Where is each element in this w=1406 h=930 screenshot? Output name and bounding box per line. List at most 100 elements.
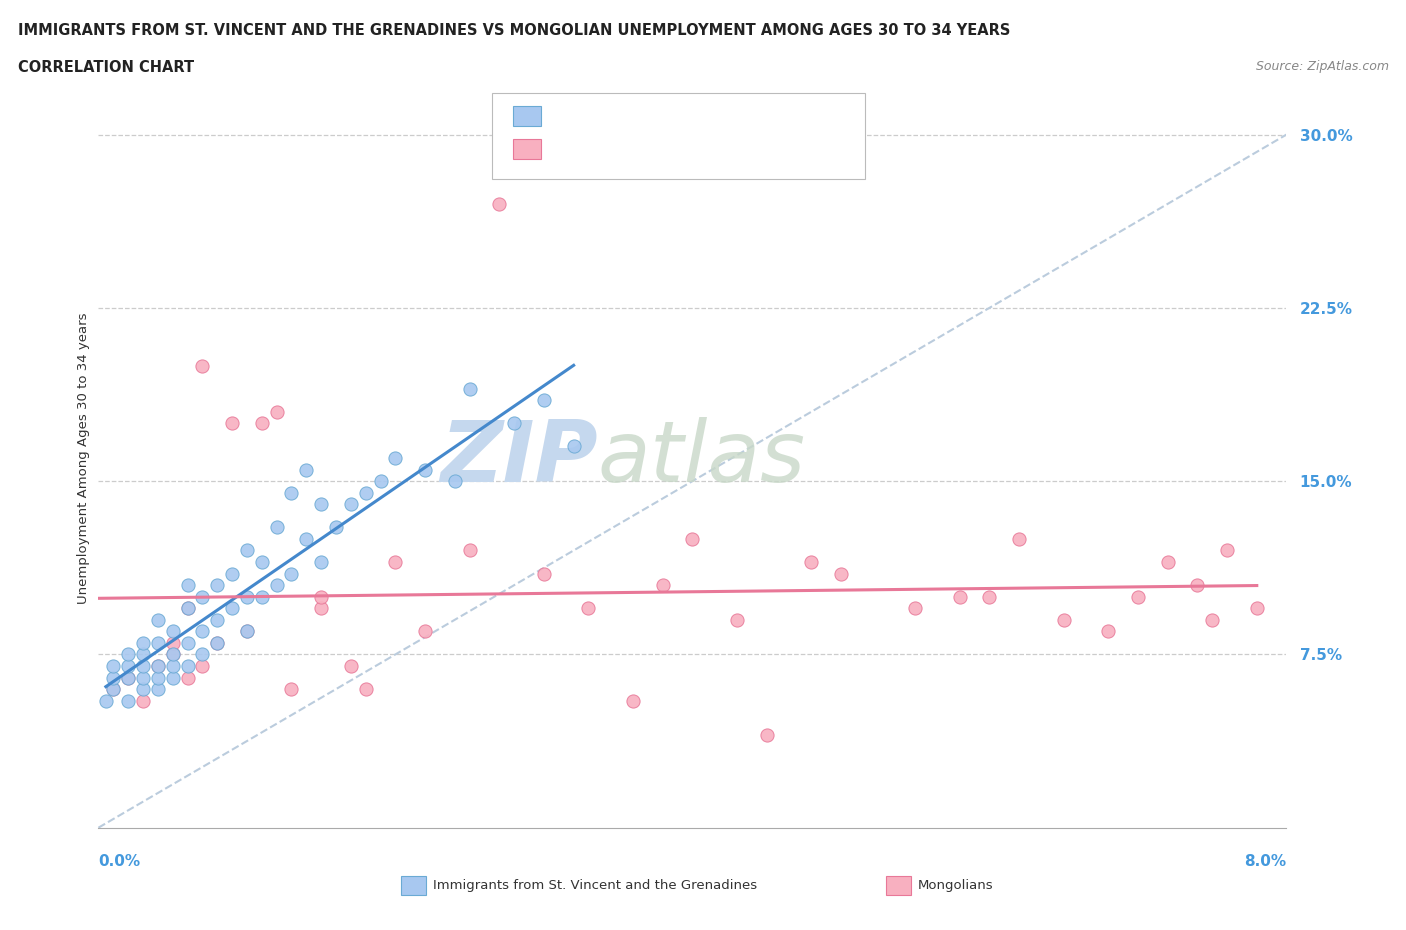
Point bbox=[444, 473, 467, 488]
Point bbox=[162, 647, 184, 662]
Point bbox=[117, 671, 139, 685]
Point bbox=[533, 392, 555, 407]
Point bbox=[266, 578, 288, 592]
Point bbox=[1246, 601, 1268, 616]
Point bbox=[162, 658, 184, 673]
Point bbox=[755, 728, 778, 743]
Text: ZIP: ZIP bbox=[440, 417, 598, 499]
Point bbox=[207, 635, 229, 650]
Point bbox=[191, 358, 214, 373]
Text: 45: 45 bbox=[689, 140, 713, 158]
Point bbox=[103, 658, 125, 673]
Text: 0.478: 0.478 bbox=[586, 107, 641, 126]
Point bbox=[176, 658, 198, 673]
Point bbox=[191, 647, 214, 662]
Point bbox=[309, 554, 332, 569]
Point bbox=[309, 601, 332, 616]
Point bbox=[949, 590, 972, 604]
Point bbox=[340, 497, 363, 512]
Point bbox=[1126, 590, 1149, 604]
Point bbox=[221, 601, 243, 616]
Point bbox=[800, 554, 823, 569]
Text: Mongolians: Mongolians bbox=[918, 879, 994, 892]
Point bbox=[132, 671, 155, 685]
Point bbox=[830, 566, 852, 581]
Point bbox=[384, 451, 406, 466]
Point bbox=[1187, 578, 1209, 592]
Point bbox=[578, 601, 600, 616]
Point bbox=[236, 543, 259, 558]
Point bbox=[176, 601, 198, 616]
Point bbox=[309, 590, 332, 604]
Point bbox=[117, 693, 139, 708]
Point bbox=[309, 497, 332, 512]
Point bbox=[904, 601, 927, 616]
Text: 0.0%: 0.0% bbox=[98, 854, 141, 869]
Point bbox=[162, 671, 184, 685]
Point bbox=[295, 531, 318, 546]
Point bbox=[162, 624, 184, 639]
Point bbox=[458, 543, 481, 558]
Point bbox=[236, 624, 259, 639]
Point bbox=[117, 647, 139, 662]
Text: R =: R = bbox=[555, 107, 593, 126]
Point bbox=[132, 682, 155, 697]
Point bbox=[1053, 612, 1076, 627]
Point bbox=[191, 590, 214, 604]
Text: IMMIGRANTS FROM ST. VINCENT AND THE GRENADINES VS MONGOLIAN UNEMPLOYMENT AMONG A: IMMIGRANTS FROM ST. VINCENT AND THE GREN… bbox=[18, 23, 1011, 38]
Point bbox=[266, 405, 288, 419]
Point bbox=[562, 439, 585, 454]
Point bbox=[162, 647, 184, 662]
Text: CORRELATION CHART: CORRELATION CHART bbox=[18, 60, 194, 75]
Point bbox=[354, 485, 377, 500]
Text: N =: N = bbox=[651, 140, 700, 158]
Point bbox=[413, 462, 436, 477]
Point bbox=[236, 624, 259, 639]
Point bbox=[413, 624, 436, 639]
Point bbox=[162, 635, 184, 650]
Point bbox=[651, 578, 673, 592]
Point bbox=[191, 658, 214, 673]
Point bbox=[191, 624, 214, 639]
Point bbox=[488, 196, 510, 211]
Point bbox=[207, 578, 229, 592]
Point bbox=[117, 658, 139, 673]
Point bbox=[103, 682, 125, 697]
Point bbox=[132, 647, 155, 662]
Text: Immigrants from St. Vincent and the Grenadines: Immigrants from St. Vincent and the Gren… bbox=[433, 879, 758, 892]
Point bbox=[280, 682, 302, 697]
Point bbox=[146, 658, 169, 673]
Point bbox=[340, 658, 363, 673]
Point bbox=[132, 658, 155, 673]
Y-axis label: Unemployment Among Ages 30 to 34 years: Unemployment Among Ages 30 to 34 years bbox=[77, 312, 90, 604]
Text: atlas: atlas bbox=[598, 417, 806, 499]
Point bbox=[236, 590, 259, 604]
Point bbox=[176, 601, 198, 616]
Point bbox=[1097, 624, 1119, 639]
Point bbox=[250, 590, 273, 604]
Point bbox=[682, 531, 704, 546]
Point bbox=[94, 693, 117, 708]
Point bbox=[621, 693, 644, 708]
Text: 0.210: 0.210 bbox=[586, 140, 641, 158]
Point bbox=[370, 473, 392, 488]
Point bbox=[354, 682, 377, 697]
Point bbox=[146, 658, 169, 673]
Point bbox=[979, 590, 1001, 604]
Point bbox=[458, 381, 481, 396]
Point bbox=[176, 671, 198, 685]
Point bbox=[146, 682, 169, 697]
Point bbox=[1156, 554, 1178, 569]
Point bbox=[280, 485, 302, 500]
Point bbox=[117, 671, 139, 685]
Point bbox=[132, 693, 155, 708]
Point bbox=[725, 612, 748, 627]
Text: 58: 58 bbox=[689, 107, 713, 126]
Point bbox=[250, 554, 273, 569]
Point bbox=[146, 671, 169, 685]
Point bbox=[280, 566, 302, 581]
Text: N =: N = bbox=[651, 107, 700, 126]
Point bbox=[1008, 531, 1031, 546]
Point bbox=[132, 635, 155, 650]
Point bbox=[221, 416, 243, 431]
